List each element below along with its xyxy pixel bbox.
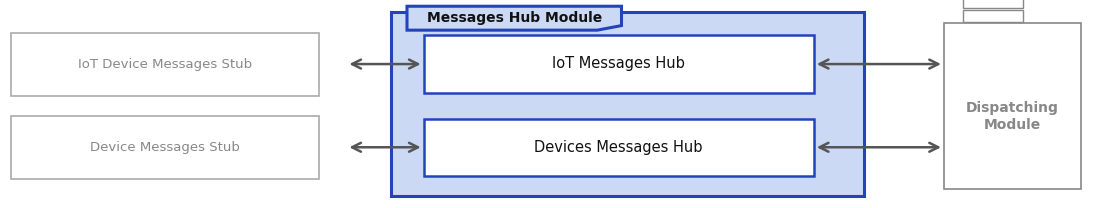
Text: Messages Hub Module: Messages Hub Module (427, 11, 602, 25)
Text: Device Messages Stub: Device Messages Stub (90, 141, 240, 154)
Text: Devices Messages Hub: Devices Messages Hub (535, 140, 703, 155)
Text: IoT Messages Hub: IoT Messages Hub (552, 56, 685, 72)
Bar (944, 23, 1081, 189)
Bar (962, 10, 1023, 22)
Bar (11, 116, 319, 179)
Polygon shape (407, 6, 622, 30)
Bar (962, 0, 1023, 8)
Bar (11, 33, 319, 96)
Bar (424, 35, 814, 93)
Bar (424, 119, 814, 176)
Text: IoT Device Messages Stub: IoT Device Messages Stub (78, 58, 252, 71)
Text: Dispatching
Module: Dispatching Module (966, 101, 1059, 132)
Bar (390, 12, 864, 196)
